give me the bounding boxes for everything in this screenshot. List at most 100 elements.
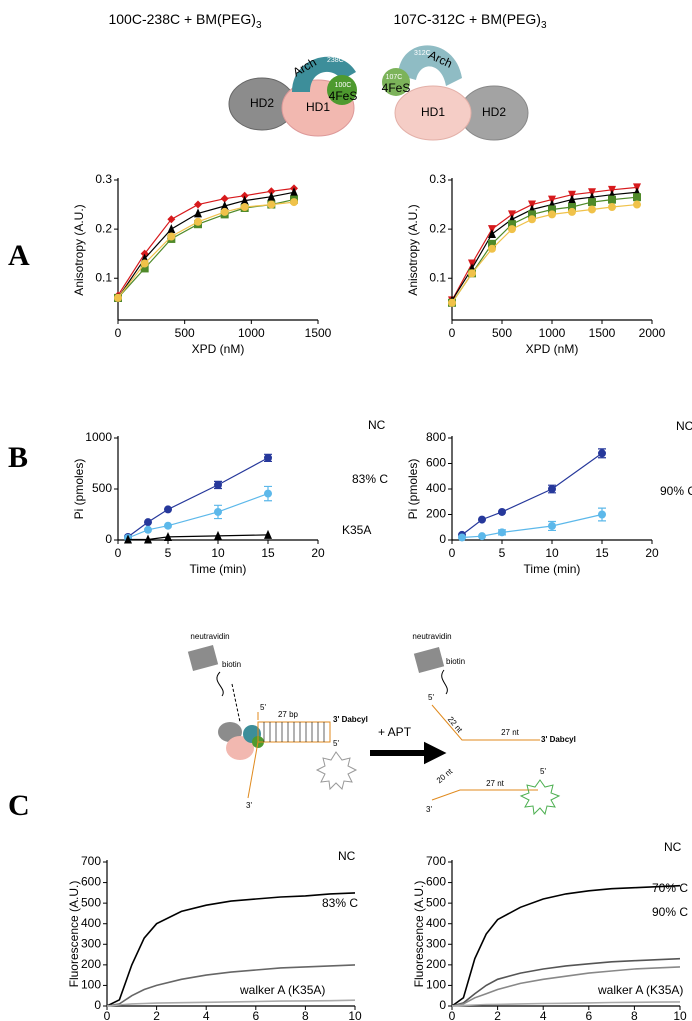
assay-label: biotin [446, 657, 465, 666]
x-axis-label: XPD (nM) [526, 342, 579, 356]
hd1-domain [394, 85, 472, 141]
construct-title: 100C-238C + BM(PEG)3 [108, 11, 261, 31]
y-tick-label: 100 [426, 978, 446, 992]
fit-line [451, 186, 638, 301]
x-tick-label: 5 [499, 546, 506, 560]
assay-label: 5' [428, 693, 434, 702]
attach-arrow [231, 683, 241, 723]
x-tick-label: 0 [449, 1009, 456, 1021]
y-axis-label: Fluorescence (A.U.) [412, 881, 426, 988]
y-tick-label: 600 [426, 456, 446, 470]
y-tick-label: 600 [81, 875, 101, 889]
title-text: 107C-312C + BM(PEG) [393, 11, 540, 27]
site-label: 107C [386, 74, 403, 81]
y-tick-label: 500 [92, 481, 112, 495]
x-tick-label: 4 [540, 1009, 547, 1021]
marker [488, 229, 496, 239]
marker [290, 198, 298, 207]
fit-line [117, 191, 295, 299]
marker [264, 489, 272, 498]
marker [588, 205, 596, 214]
site-label: 100C [335, 82, 352, 89]
x-tick-label: 0 [449, 326, 456, 340]
data-line [106, 999, 356, 1007]
y-tick-label: 200 [81, 957, 101, 971]
x-tick-label: 15 [595, 546, 609, 560]
assay-label: neutravidin [190, 632, 229, 641]
y-axis-label: Anisotropy (A.U.) [72, 204, 86, 295]
y-tick-label: 0.1 [95, 270, 112, 284]
x-tick-label: 2 [153, 1009, 160, 1021]
marker [498, 528, 506, 537]
fit-line [117, 187, 295, 296]
y-tick-label: 400 [426, 481, 446, 495]
fes-cluster [327, 75, 357, 105]
marker [164, 505, 172, 514]
strand [431, 789, 538, 801]
marker [264, 453, 272, 462]
x-axis-label: Time (min) [190, 562, 247, 576]
y-tick-label: 200 [426, 957, 446, 971]
marker [290, 187, 298, 197]
marker [448, 298, 456, 307]
y-tick-label: 400 [426, 916, 446, 930]
x-tick-label: 4 [203, 1009, 210, 1021]
marker [144, 534, 152, 544]
marker [508, 220, 516, 229]
marker [167, 232, 176, 241]
assay-label: 27 nt [501, 728, 520, 737]
marker [528, 210, 536, 219]
fit-line [451, 196, 638, 304]
marker [140, 259, 149, 268]
domain-label: HD2 [482, 105, 506, 119]
site-label: 312C [414, 50, 431, 57]
marker [167, 224, 176, 234]
marker [267, 200, 276, 209]
data-line [451, 966, 681, 1007]
marker [267, 191, 276, 201]
y-tick-label: 200 [426, 507, 446, 521]
marker [220, 201, 229, 211]
marker [548, 521, 556, 530]
series-label: 70% C [652, 881, 688, 895]
data-line [451, 957, 681, 1007]
data-line [106, 892, 356, 1007]
cluster-label: 4FeS [329, 89, 358, 103]
x-tick-label: 10 [673, 1009, 687, 1021]
assay-label: biotin [222, 660, 241, 669]
x-tick-label: 0 [104, 1009, 111, 1021]
marker [194, 200, 202, 209]
marker [220, 207, 229, 216]
fes-cluster [382, 68, 410, 96]
y-tick-label: 0.3 [429, 172, 446, 186]
assay-label: 5' [260, 703, 266, 712]
arch-domain [398, 45, 462, 86]
x-tick-label: 2000 [639, 326, 666, 340]
fit-line [451, 204, 638, 304]
series-label: 83% C [352, 472, 388, 486]
marker [214, 480, 222, 489]
y-tick-label: 1000 [85, 430, 112, 444]
marker [588, 198, 596, 207]
reaction-arrow [370, 741, 447, 765]
x-tick-label: 20 [311, 546, 325, 560]
y-tick-label: 0.2 [429, 221, 446, 235]
marker [548, 210, 556, 219]
x-tick-label: 8 [302, 1009, 309, 1021]
x-tick-label: 15 [261, 546, 275, 560]
marker [548, 485, 556, 493]
marker [140, 264, 149, 273]
marker [164, 531, 172, 541]
panel-label: B [8, 441, 28, 474]
marker [528, 215, 536, 224]
x-tick-label: 5 [165, 546, 172, 560]
strand [247, 741, 259, 799]
y-tick-label: 600 [426, 875, 446, 889]
x-tick-label: 10 [211, 546, 225, 560]
neutravidin-shape [413, 646, 445, 674]
series-label: 90% C [652, 905, 688, 919]
marker [488, 244, 496, 253]
series-label: walker A (K35A) [597, 983, 683, 997]
fit-line [117, 199, 295, 299]
